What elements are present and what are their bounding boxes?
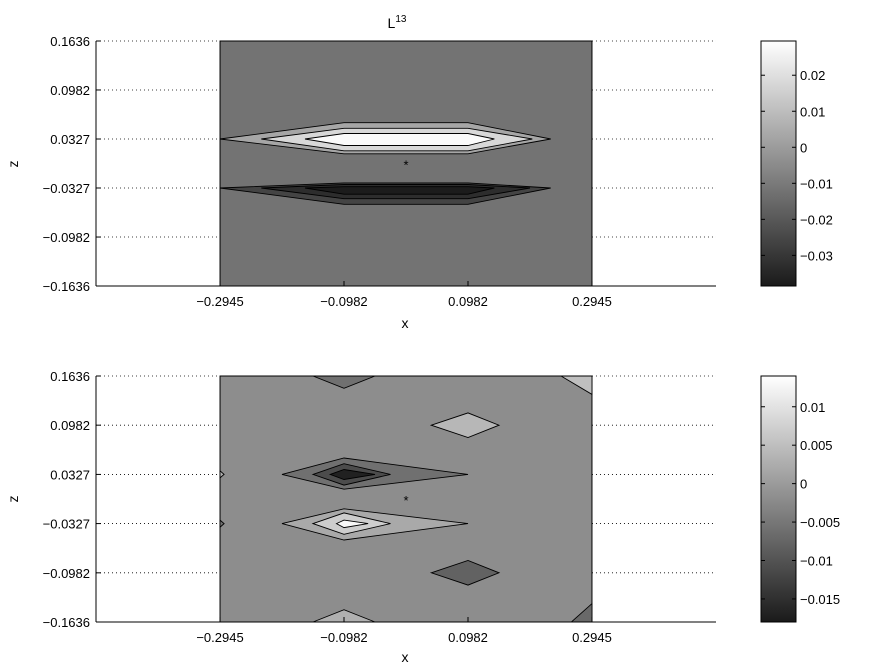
colorbar-tick-label-0: 0.01 (800, 400, 825, 415)
y-tick-label-5: −0.1636 (43, 279, 90, 294)
colorbar-tick-label-1: 0.005 (800, 438, 833, 453)
colorbar-tick-label-1: 0.01 (800, 104, 825, 119)
y-tick-label-4: −0.0982 (43, 566, 90, 581)
colorbar-tick-label-5: −0.015 (800, 592, 840, 607)
x-tick-label-0: −0.2945 (196, 630, 243, 645)
y-tick-label-3: −0.0327 (43, 517, 90, 532)
x-tick-label-1: −0.0982 (320, 294, 367, 309)
colorbar-tick-label-2: 0 (800, 140, 807, 155)
colorbar-gradient (760, 375, 797, 623)
y-tick-label-0: 0.1636 (50, 34, 90, 49)
colorbar-tick-label-4: −0.01 (800, 554, 833, 569)
y-tick-label-0: 0.1636 (50, 369, 90, 384)
y-tick-label-2: 0.0327 (50, 467, 90, 482)
contour-8 (312, 375, 376, 389)
marker-asterisk: * (403, 493, 408, 508)
panel-2-xlabel: x (402, 649, 409, 665)
panel-2-colorbar: 0.01 0.005 0 −0.005 −0.01 −0.015 (760, 375, 840, 623)
y-tick-label-1: 0.0982 (50, 418, 90, 433)
x-tick-label-0: −0.2945 (196, 294, 243, 309)
panel-2-plot-area: * 0.1636 0.0982 0.0327 −0.0327 −0.0982 −0.1636… (43, 369, 716, 645)
contour-12 (219, 469, 225, 479)
panel-1-xlabel: x (402, 315, 409, 331)
panel-1: L13 * 0.1636 0.0982 0.0327 −0.0327 −0.0982 −0.… (5, 14, 833, 331)
panel-1-plot-area: * 0.1636 0.0982 0.0327 −0.0327 −0.0982 −0.1636… (43, 34, 716, 309)
y-tick-label-1: 0.0982 (50, 83, 90, 98)
panel-1-title: L13 (388, 14, 407, 31)
x-tick-label-3: 0.2945 (572, 294, 612, 309)
x-tick-label-1: −0.0982 (320, 630, 367, 645)
marker-asterisk: * (403, 158, 408, 173)
contour-5 (335, 519, 369, 529)
y-tick-label-2: 0.0327 (50, 132, 90, 147)
y-tick-label-4: −0.0982 (43, 230, 90, 245)
y-tick-label-5: −0.1636 (43, 615, 90, 630)
panel-2-ylabel: z (5, 496, 21, 503)
colorbar-tick-label-5: −0.03 (800, 248, 833, 263)
contour-7 (429, 560, 501, 586)
contour-2 (304, 133, 495, 146)
contour-13 (219, 519, 225, 529)
colorbar-tick-label-4: −0.02 (800, 212, 833, 227)
data-region (219, 40, 593, 287)
contour-10 (559, 375, 593, 396)
x-tick-label-2: 0.0982 (448, 294, 488, 309)
x-tick-label-2: 0.0982 (448, 630, 488, 645)
y-tick-label-3: −0.0327 (43, 181, 90, 196)
panel-1-ylabel: z (5, 161, 21, 168)
data-region (219, 375, 593, 623)
colorbar-gradient (760, 40, 797, 287)
panel-2: * 0.1636 0.0982 0.0327 −0.0327 −0.0982 −0.1636… (5, 369, 840, 665)
panel-1-colorbar: 0.02 0.01 0 −0.01 −0.02 −0.03 (760, 40, 833, 287)
x-tick-label-3: 0.2945 (572, 630, 612, 645)
colorbar-tick-label-0: 0.02 (800, 68, 825, 83)
contour-6 (429, 412, 501, 438)
colorbar-tick-label-2: 0 (800, 477, 807, 492)
contour-2 (328, 469, 376, 480)
colorbar-tick-label-3: −0.005 (800, 515, 840, 530)
colorbar-tick-label-3: −0.01 (800, 176, 833, 191)
contour-5 (304, 186, 495, 195)
